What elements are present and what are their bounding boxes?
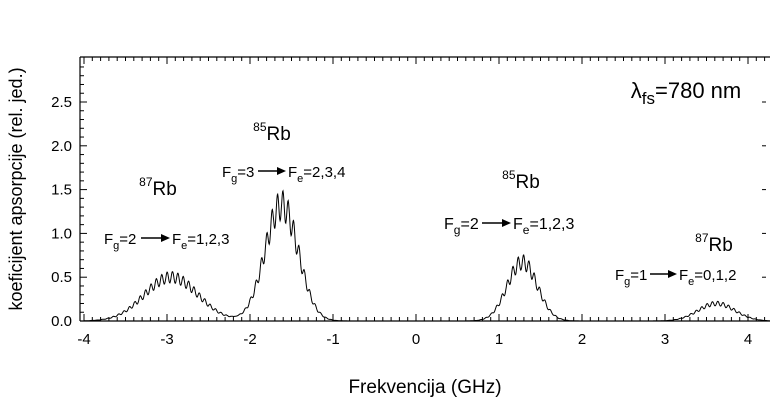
x-tick-label: 0 — [412, 331, 420, 348]
x-tick-label: 1 — [495, 331, 503, 348]
isotope-label-87rb-left: 87Rb — [139, 175, 177, 200]
x-tick-label: 2 — [578, 331, 586, 348]
transition-final-87rb-right: Fe=0,1,2 — [679, 267, 736, 288]
isotope-label-87rb-right: 87Rb — [695, 231, 733, 256]
y-tick-label: 0.0 — [51, 313, 72, 330]
y-tick-label: 1.5 — [51, 182, 72, 199]
isotope-label-85rb-right: 85Rb — [502, 168, 540, 193]
transition-arrowhead-87rb-right — [668, 270, 677, 278]
y-tick-label: 0.5 — [51, 269, 72, 286]
transition-final-87rb-left: Fe=1,2,3 — [172, 231, 229, 252]
x-tick-label: -2 — [243, 331, 256, 348]
x-tick-label: -1 — [326, 331, 339, 348]
x-tick-label: -4 — [77, 331, 90, 348]
absorption-spectrum-line — [84, 191, 770, 321]
transition-arrowhead-85rb-right — [502, 219, 511, 227]
transition-label-85rb-right: Fg=2 — [444, 216, 479, 237]
x-axis-label: Frekvencija (GHz) — [348, 377, 501, 398]
x-tick-label: 4 — [744, 331, 752, 348]
wavelength-annotation: λfs=780 nm — [631, 78, 741, 108]
transition-final-85rb-right: Fe=1,2,3 — [513, 216, 575, 237]
y-tick-label: 1.0 — [51, 225, 72, 242]
isotope-label-85rb-left: 85Rb — [253, 120, 291, 145]
transition-label-87rb-right: Fg=1 — [615, 267, 647, 288]
x-tick-label: -3 — [160, 331, 173, 348]
x-tick-labels: -4 -3 -2 -1 0 1 2 3 4 — [77, 331, 752, 348]
transition-label-87rb-left: Fg=2 — [104, 231, 136, 252]
x-tick-label: 3 — [661, 331, 669, 348]
transition-final-85rb-left: Fe=2,3,4 — [288, 164, 345, 185]
y-axis-label: koeficijent apsorpcije (rel. jed.) — [6, 67, 26, 310]
y-tick-labels: 0.0 0.5 1.0 1.5 2.0 2.5 — [51, 94, 72, 330]
transition-arrowhead-85rb-left — [277, 167, 286, 175]
y-tick-label: 2.0 — [51, 138, 72, 155]
y-tick-label: 2.5 — [51, 94, 72, 111]
transition-label-85rb-left: Fg=3 — [222, 164, 254, 185]
transition-arrowhead-87rb-left — [161, 234, 170, 242]
